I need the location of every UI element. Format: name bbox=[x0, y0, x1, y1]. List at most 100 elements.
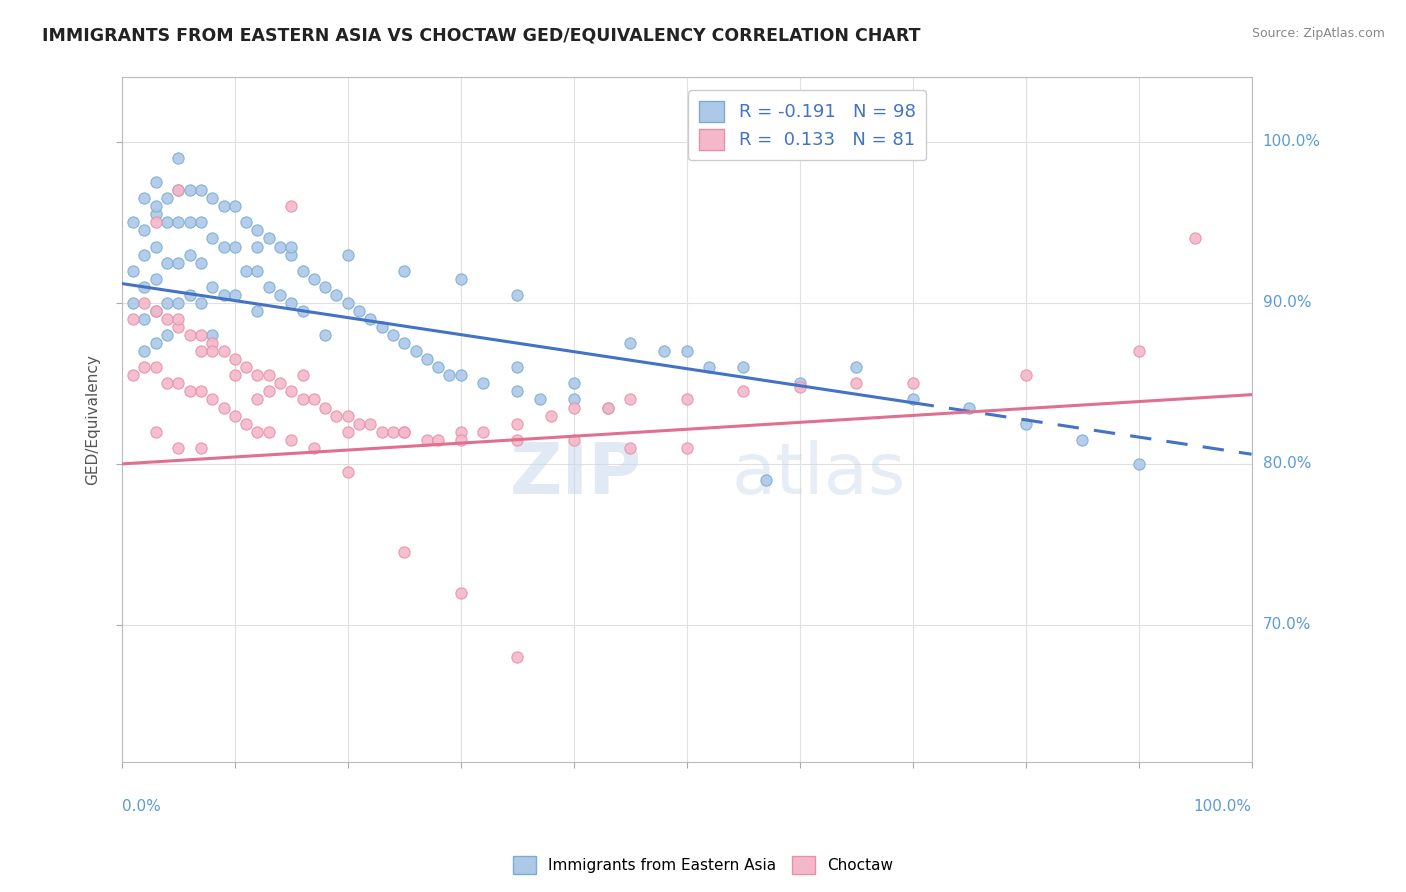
Point bbox=[450, 433, 472, 447]
Point bbox=[506, 360, 529, 375]
Legend: Immigrants from Eastern Asia, Choctaw: Immigrants from Eastern Asia, Choctaw bbox=[508, 850, 898, 880]
Point bbox=[246, 392, 269, 407]
Point bbox=[506, 417, 529, 431]
Point bbox=[224, 368, 246, 383]
Point bbox=[619, 441, 641, 455]
Point bbox=[179, 247, 201, 261]
Point bbox=[145, 360, 167, 375]
Point bbox=[755, 473, 778, 487]
Point bbox=[789, 379, 811, 393]
Point bbox=[167, 296, 190, 310]
Point bbox=[201, 191, 224, 205]
Point bbox=[190, 441, 212, 455]
Point bbox=[156, 296, 179, 310]
Text: 100.0%: 100.0% bbox=[1263, 135, 1320, 149]
Point bbox=[235, 360, 257, 375]
Point bbox=[381, 425, 404, 439]
Point bbox=[235, 215, 257, 229]
Point bbox=[246, 304, 269, 318]
Point bbox=[190, 328, 212, 343]
Point bbox=[359, 312, 381, 326]
Text: IMMIGRANTS FROM EASTERN ASIA VS CHOCTAW GED/EQUIVALENCY CORRELATION CHART: IMMIGRANTS FROM EASTERN ASIA VS CHOCTAW … bbox=[42, 27, 921, 45]
Point bbox=[901, 392, 924, 407]
Point bbox=[145, 175, 167, 189]
Point bbox=[675, 344, 697, 359]
Point bbox=[450, 585, 472, 599]
Point bbox=[506, 384, 529, 399]
Point bbox=[201, 328, 224, 343]
Point bbox=[246, 425, 269, 439]
Point bbox=[145, 304, 167, 318]
Point bbox=[212, 344, 235, 359]
Point bbox=[540, 409, 562, 423]
Point bbox=[224, 288, 246, 302]
Point bbox=[145, 215, 167, 229]
Point bbox=[122, 368, 145, 383]
Text: 100.0%: 100.0% bbox=[1194, 799, 1251, 814]
Point bbox=[506, 288, 529, 302]
Point bbox=[212, 199, 235, 213]
Point bbox=[733, 384, 755, 399]
Point bbox=[179, 288, 201, 302]
Legend: R = -0.191   N = 98, R =  0.133   N = 81: R = -0.191 N = 98, R = 0.133 N = 81 bbox=[688, 90, 927, 161]
Point bbox=[190, 183, 212, 197]
Point bbox=[845, 360, 868, 375]
Point bbox=[156, 376, 179, 391]
Point bbox=[302, 392, 325, 407]
Point bbox=[167, 215, 190, 229]
Point bbox=[246, 223, 269, 237]
Point bbox=[201, 344, 224, 359]
Point bbox=[179, 328, 201, 343]
Point bbox=[122, 215, 145, 229]
Point bbox=[269, 376, 291, 391]
Point bbox=[370, 320, 392, 334]
Point bbox=[370, 425, 392, 439]
Point bbox=[156, 255, 179, 269]
Point bbox=[347, 304, 370, 318]
Point bbox=[201, 279, 224, 293]
Point bbox=[280, 247, 302, 261]
Point bbox=[336, 296, 359, 310]
Point bbox=[167, 441, 190, 455]
Point bbox=[405, 344, 427, 359]
Point bbox=[179, 384, 201, 399]
Point bbox=[291, 263, 314, 277]
Point bbox=[394, 425, 416, 439]
Point bbox=[156, 191, 179, 205]
Point bbox=[291, 368, 314, 383]
Point bbox=[675, 441, 697, 455]
Point bbox=[314, 328, 336, 343]
Point bbox=[359, 417, 381, 431]
Point bbox=[336, 247, 359, 261]
Point bbox=[280, 384, 302, 399]
Point bbox=[957, 401, 980, 415]
Point bbox=[224, 409, 246, 423]
Point bbox=[134, 344, 156, 359]
Point bbox=[201, 231, 224, 245]
Point bbox=[789, 376, 811, 391]
Point bbox=[472, 376, 495, 391]
Text: 70.0%: 70.0% bbox=[1263, 617, 1310, 632]
Point bbox=[506, 433, 529, 447]
Point bbox=[336, 409, 359, 423]
Point bbox=[145, 239, 167, 253]
Point bbox=[280, 199, 302, 213]
Point bbox=[280, 433, 302, 447]
Point bbox=[224, 352, 246, 367]
Point bbox=[167, 183, 190, 197]
Point bbox=[394, 263, 416, 277]
Point bbox=[201, 336, 224, 351]
Point bbox=[675, 392, 697, 407]
Point bbox=[257, 384, 280, 399]
Point bbox=[212, 239, 235, 253]
Point bbox=[190, 384, 212, 399]
Text: Source: ZipAtlas.com: Source: ZipAtlas.com bbox=[1251, 27, 1385, 40]
Point bbox=[427, 360, 450, 375]
Point bbox=[145, 199, 167, 213]
Point bbox=[697, 360, 720, 375]
Point bbox=[901, 376, 924, 391]
Point bbox=[1014, 417, 1036, 431]
Point bbox=[291, 392, 314, 407]
Point bbox=[506, 650, 529, 665]
Text: atlas: atlas bbox=[733, 440, 907, 508]
